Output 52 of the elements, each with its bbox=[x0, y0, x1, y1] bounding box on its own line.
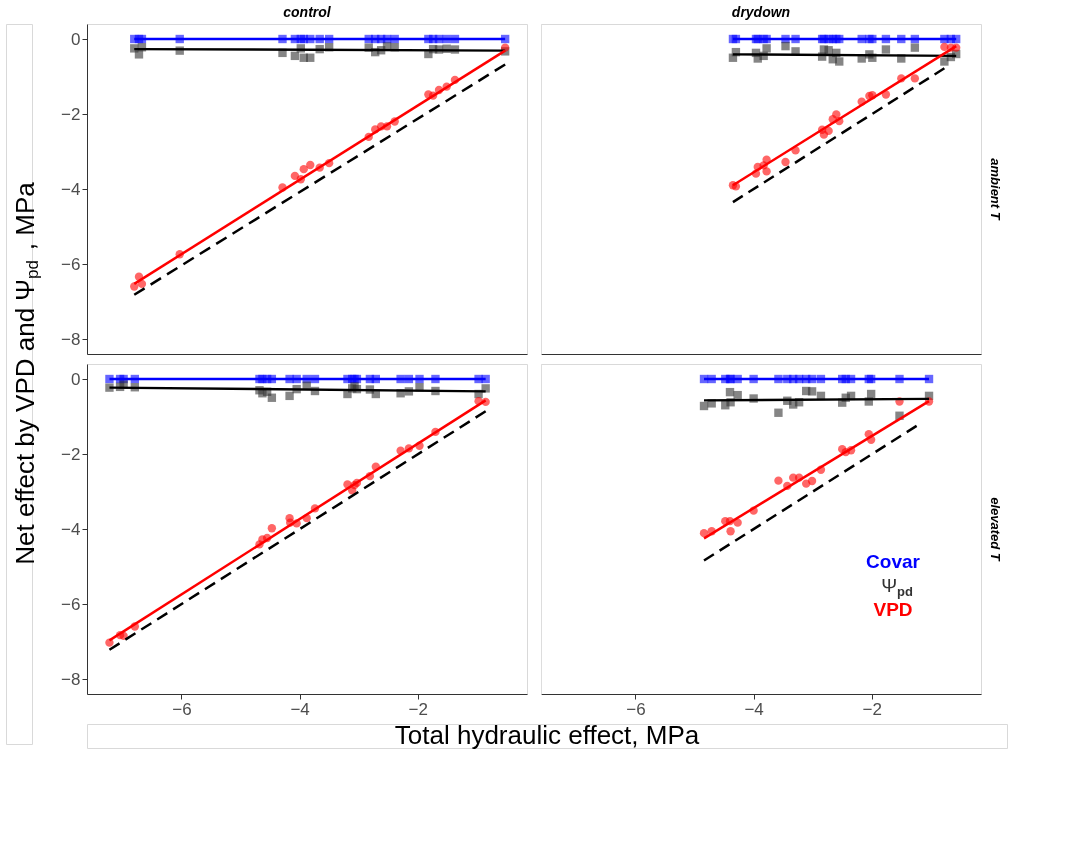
point bbox=[733, 390, 742, 400]
text: VPD bbox=[873, 599, 913, 620]
x-tick-label: −2 bbox=[862, 699, 882, 719]
point bbox=[881, 45, 891, 54]
point bbox=[267, 524, 277, 533]
x-tick-label: −6 bbox=[172, 699, 192, 719]
y-tick-label: −4 bbox=[61, 519, 81, 539]
y-tick-label: 0 bbox=[71, 369, 81, 389]
y-tick-label: −6 bbox=[61, 254, 81, 274]
point bbox=[762, 44, 771, 53]
point bbox=[774, 408, 783, 417]
y-tick-label: −2 bbox=[61, 104, 81, 124]
x-tick-label: −4 bbox=[744, 699, 764, 719]
x-axis-title: Total hydraulic effect, MPa bbox=[394, 720, 700, 750]
point bbox=[774, 476, 783, 485]
point bbox=[910, 74, 920, 83]
point bbox=[781, 41, 790, 51]
text: Covar bbox=[866, 551, 921, 572]
y-tick-label: −8 bbox=[61, 329, 81, 349]
point bbox=[824, 46, 833, 55]
y-tick-label: −4 bbox=[61, 179, 81, 199]
point bbox=[781, 157, 790, 167]
point bbox=[835, 57, 844, 66]
point bbox=[134, 50, 144, 59]
point bbox=[299, 164, 308, 174]
y-tick-label: −8 bbox=[61, 669, 81, 689]
chart-title: drydown bbox=[731, 4, 791, 20]
point bbox=[762, 167, 771, 176]
point bbox=[807, 476, 817, 486]
point bbox=[726, 527, 735, 536]
point bbox=[824, 126, 833, 136]
y-axis-title: Net effect by VPD and Ψpd , MPa bbox=[10, 181, 42, 565]
x-tick-label: −4 bbox=[290, 699, 310, 719]
x-tick-label: −6 bbox=[626, 699, 646, 719]
point bbox=[807, 387, 817, 396]
point bbox=[267, 393, 277, 402]
y-tick-label: −2 bbox=[61, 444, 81, 464]
point bbox=[285, 391, 294, 401]
point bbox=[832, 110, 841, 119]
y2-axis-title: ambient T bbox=[988, 158, 1003, 221]
y2-axis-title: elevated T bbox=[988, 497, 1003, 562]
x-tick-label: −2 bbox=[408, 699, 428, 719]
point bbox=[306, 160, 315, 170]
y-tick-label: −6 bbox=[61, 594, 81, 614]
point bbox=[866, 389, 876, 399]
point bbox=[306, 53, 315, 62]
point bbox=[699, 528, 709, 538]
point bbox=[910, 43, 920, 52]
y-tick-label: 0 bbox=[71, 29, 81, 49]
chart-title: control bbox=[283, 4, 332, 20]
point bbox=[699, 401, 709, 411]
point bbox=[940, 57, 949, 66]
